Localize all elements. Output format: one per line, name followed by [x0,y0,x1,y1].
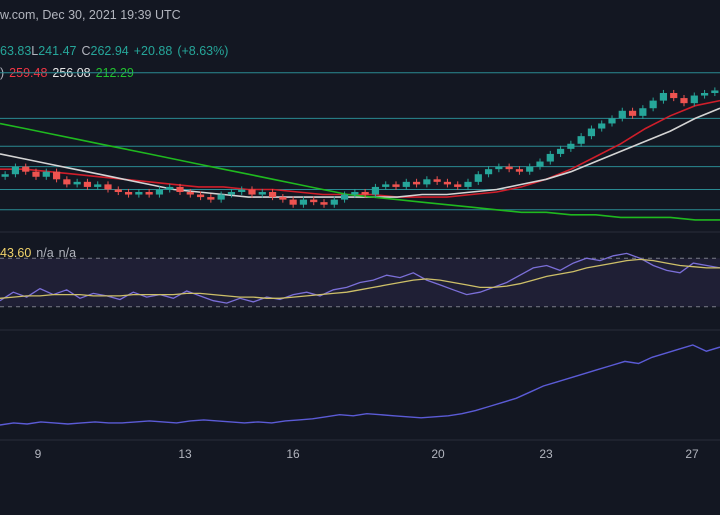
candle-body [320,202,328,205]
candle-body [649,100,657,109]
candle-body [639,108,647,116]
low-label: L [31,44,39,58]
candle-body [330,199,338,205]
change-value: +20.88 [133,44,173,58]
x-tick-label: 20 [431,447,445,461]
candle-body [63,179,71,185]
candle-body [196,194,205,198]
candle-body [546,153,554,162]
candle-body [577,136,585,144]
change-percent: (+8.63%) [177,44,229,58]
candle-body [289,199,297,205]
candle-body [515,169,524,172]
candle-body [680,98,688,104]
rsi-line [0,252,720,304]
candle-body [412,181,421,185]
candle-body [52,171,61,180]
candle-body [11,166,20,175]
candle-body [155,189,164,195]
candle-body [700,93,709,96]
ohlc-legend: 63.83L241.47 C262.94 +20.88 (+8.63%) [0,44,228,58]
candle-body [340,194,349,200]
candle-body [526,166,534,172]
candle-body [402,181,410,187]
ma-green-line [0,122,720,221]
candle-body [351,192,359,195]
candle-body [279,197,287,200]
candle-body [598,123,606,129]
candle-body [608,118,616,124]
x-tick-label: 13 [178,447,192,461]
x-tick-label: 16 [286,447,300,461]
candle-body [392,184,400,187]
rsi-ma-line [0,258,720,299]
candle-body [618,110,626,119]
close-label: C [81,44,91,58]
candle-body [135,192,143,195]
rsi-value: 43.60 [0,246,32,260]
candle-body [73,181,81,185]
candle-body [248,189,256,195]
candle-body [186,192,194,195]
candle-body [371,186,380,195]
candle-body [227,192,236,195]
candle-body [536,161,544,167]
candle-body [124,192,133,195]
candle-body [166,186,174,190]
candle-body [94,184,102,187]
candle-body [670,93,678,99]
ma-white-line [0,107,720,198]
candle-body [464,181,472,187]
candle-body [484,169,493,175]
candle-body [711,90,719,93]
open-value: 63.83 [0,44,32,58]
candle-body [443,181,452,185]
candle-body [556,148,565,154]
candle-body [382,184,390,187]
candle-body [628,110,637,116]
candle-body [268,192,277,198]
source-line: w.com, Dec 30, 2021 19:39 UTC [0,8,181,22]
x-tick-label: 23 [539,447,553,461]
candle-body [299,199,308,205]
candle-body [22,166,30,172]
candle-body [433,179,441,182]
candle-body [145,192,153,195]
candle-body [690,95,698,104]
rsi-legend: 43.60 n/a n/a [0,246,76,260]
candle-body [423,179,431,185]
indicator-line [0,344,720,426]
candle-body [104,184,112,190]
candle-body [83,181,92,187]
source-text: w.com, Dec 30, 2021 19:39 UTC [0,8,181,22]
candle-body [567,143,575,149]
x-tick-label: 9 [35,447,42,461]
candle-body [505,166,513,170]
candle-body [176,186,184,192]
candle-body [42,171,50,177]
candle-body [114,189,122,192]
candle-body [587,128,596,137]
close-value: 262.94 [90,44,129,58]
candle-body [217,194,225,200]
candle-body [1,174,9,177]
candle-body [474,174,482,182]
low-value: 241.47 [38,44,77,58]
candle-body [238,189,246,192]
candle-body [454,184,462,187]
candle-body [32,171,40,177]
candle-body [310,199,318,203]
candle-body [258,192,266,195]
rsi-na-1: n/a [36,246,54,260]
rsi-na-2: n/a [58,246,77,260]
candle-body [361,192,369,195]
candle-body [659,93,668,101]
x-tick-label: 27 [685,447,699,461]
candle-body [495,166,503,170]
candle-body [207,197,215,200]
